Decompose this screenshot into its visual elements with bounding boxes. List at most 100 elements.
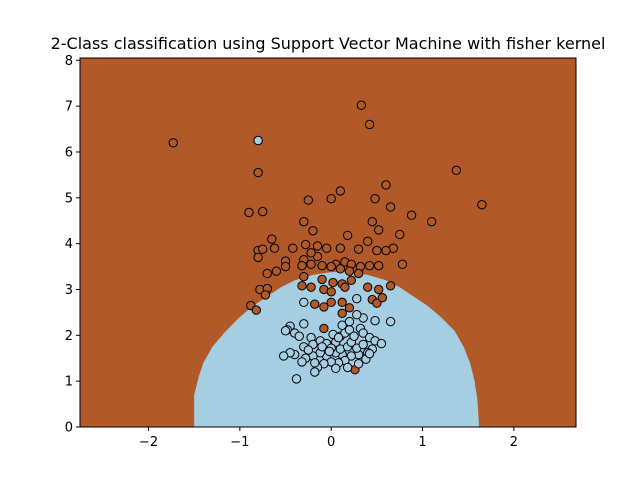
scatter-point-outer — [385, 202, 396, 212]
scatter-point-outer — [288, 243, 298, 253]
scatter-point-inner — [299, 297, 309, 308]
scatter-point-inner — [342, 362, 353, 373]
scatter-point-outer — [372, 298, 382, 308]
scatter-point-inner — [364, 348, 375, 359]
scatter-point-outer — [353, 268, 364, 279]
scatter-point-outer — [299, 216, 309, 227]
scatter-point-outer — [317, 274, 327, 285]
axis-ticks: −2 −1 0 1 2 0 1 2 3 4 5 6 7 8 — [65, 54, 518, 450]
scatter-point-inner — [352, 293, 362, 304]
scatter-point-outer — [306, 259, 316, 269]
scatter-point-outer — [335, 243, 346, 253]
scatter-point-outer — [381, 180, 391, 190]
scatter-point-inner — [333, 332, 344, 343]
scatter-point-outer — [337, 297, 347, 308]
scatter-point-outer — [426, 216, 437, 227]
scatter-point-outer — [373, 225, 384, 235]
scatter-point-outer — [244, 207, 254, 218]
scatter-point-inner — [349, 331, 359, 341]
y-tick-label: 3 — [65, 283, 73, 298]
scatter-point-outer — [257, 206, 268, 217]
scatter-point-outer — [306, 282, 316, 292]
scatter-point-outer — [372, 245, 382, 256]
scatter-point-outer — [344, 266, 355, 276]
scatter-point-inner — [346, 351, 356, 361]
data-points — [168, 100, 487, 384]
scatter-point-outer — [363, 282, 373, 292]
chart-title: 2-Class classification using Support Vec… — [51, 34, 606, 53]
scatter-point-outer — [251, 305, 261, 315]
y-tick-label: 5 — [65, 191, 73, 206]
y-tick-label: 1 — [65, 375, 73, 390]
scatter-point-outer — [335, 264, 346, 274]
scatter-point-outer — [319, 323, 329, 334]
scatter-point-outer — [280, 261, 291, 272]
scatter-point-outer — [364, 260, 375, 271]
scatter-point-inner — [358, 339, 368, 350]
scatter-point-outer — [297, 281, 307, 291]
scatter-point-outer — [271, 266, 282, 276]
scatter-point-outer — [303, 195, 314, 205]
scatter-point-outer — [397, 259, 408, 269]
scatter-point-outer — [326, 287, 336, 297]
x-tick-label: −2 — [139, 435, 158, 450]
y-tick-label: 4 — [65, 237, 73, 252]
scatter-point-inner — [291, 374, 302, 384]
scatter-point-inner — [294, 331, 304, 341]
scatter-point-outer — [373, 260, 384, 271]
scatter-point-outer — [253, 167, 263, 178]
scatter-point-outer — [326, 297, 336, 308]
scatter-point-outer — [346, 275, 356, 286]
scatter-point-outer — [312, 241, 323, 251]
scatter-point-outer — [477, 199, 487, 210]
scatter-point-outer — [363, 236, 373, 247]
scatter-point-outer — [364, 119, 375, 130]
scatter-point-inner — [331, 363, 341, 374]
scatter-point-outer — [297, 260, 307, 271]
scatter-point-outer — [269, 243, 280, 253]
axes-frame — [79, 57, 577, 428]
y-tick-label: 7 — [65, 100, 73, 115]
scatter-point-outer — [326, 261, 336, 272]
scatter-point-outer — [168, 138, 178, 148]
scatter-point-outer — [299, 271, 309, 282]
scatter-point-outer — [308, 226, 318, 236]
scatter-point-outer — [306, 248, 316, 258]
scatter-point-outer — [385, 281, 396, 291]
scatter-point-inner — [358, 328, 368, 338]
scatter-point-inner — [280, 326, 291, 336]
scatter-point-outer — [310, 299, 320, 309]
scatter-point-inner — [310, 367, 320, 377]
scatter-point-outer — [257, 244, 268, 254]
scatter-point-outer — [373, 284, 384, 295]
scatter-point-inner — [344, 316, 355, 327]
scatter-point-outer — [328, 277, 338, 288]
scatter-point-inner — [317, 342, 327, 352]
scatter-point-outer — [395, 229, 405, 240]
scatter-point-inner — [353, 359, 364, 369]
scatter-point-outer — [267, 234, 277, 244]
scatter-point-inner — [370, 315, 380, 326]
scatter-point-inner — [278, 351, 289, 361]
scatter-point-outer — [381, 245, 391, 256]
scatter-point-outer — [340, 282, 350, 292]
scatter-point-outer — [342, 230, 353, 241]
x-tick-label: 2 — [510, 435, 518, 450]
scatter-point-outer — [337, 308, 347, 319]
scatter-point-outer — [356, 100, 367, 110]
scatter-point-outer — [377, 293, 388, 303]
scatter-point-outer — [260, 290, 271, 300]
y-tick-label: 6 — [65, 145, 73, 160]
scatter-point-outer — [319, 302, 329, 312]
scatter-point-outer — [335, 186, 346, 196]
scatter-point-outer — [300, 239, 311, 250]
scatter-point-inner — [310, 358, 320, 368]
scatter-point-inner — [337, 320, 347, 330]
y-tick-label: 0 — [65, 421, 73, 436]
scatter-point-inner — [324, 346, 335, 357]
y-tick-label: 2 — [65, 329, 73, 344]
scatter-point-outer — [317, 260, 327, 271]
scatter-point-outer — [344, 303, 355, 313]
scatter-point-outer — [406, 210, 417, 220]
